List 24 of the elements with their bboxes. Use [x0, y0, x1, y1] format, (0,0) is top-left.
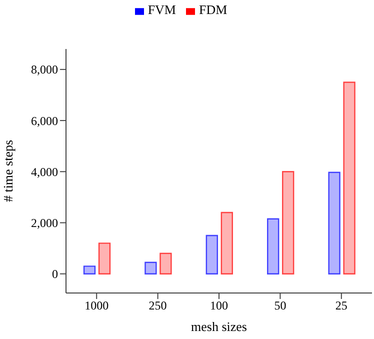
bar: [83, 266, 96, 274]
bar: [328, 172, 340, 274]
x-tick-label: 1000: [84, 298, 109, 313]
legend-label: FDM: [199, 2, 228, 17]
legend-label: FVM: [148, 2, 176, 17]
bar: [220, 212, 233, 274]
x-tick-label: 25: [335, 298, 348, 313]
bar: [144, 262, 157, 274]
y-axis-title: # time steps: [0, 140, 16, 202]
bar: [343, 82, 356, 274]
bar: [206, 234, 218, 274]
x-tick-label: 50: [274, 298, 286, 313]
y-tick-label: 2,000: [31, 216, 58, 230]
x-tick-label: 100: [210, 298, 228, 313]
y-tick-label: 6,000: [31, 114, 58, 128]
bar: [267, 218, 280, 274]
x-tick-label: 250: [148, 298, 167, 313]
y-tick-label: 4,000: [31, 164, 58, 179]
bar: [160, 252, 172, 274]
y-tick-label: 8,000: [31, 62, 58, 77]
y-tick-label: 0: [52, 267, 58, 282]
x-axis-title: mesh sizes: [191, 319, 247, 334]
bar: [98, 242, 111, 274]
bar: [282, 171, 294, 274]
